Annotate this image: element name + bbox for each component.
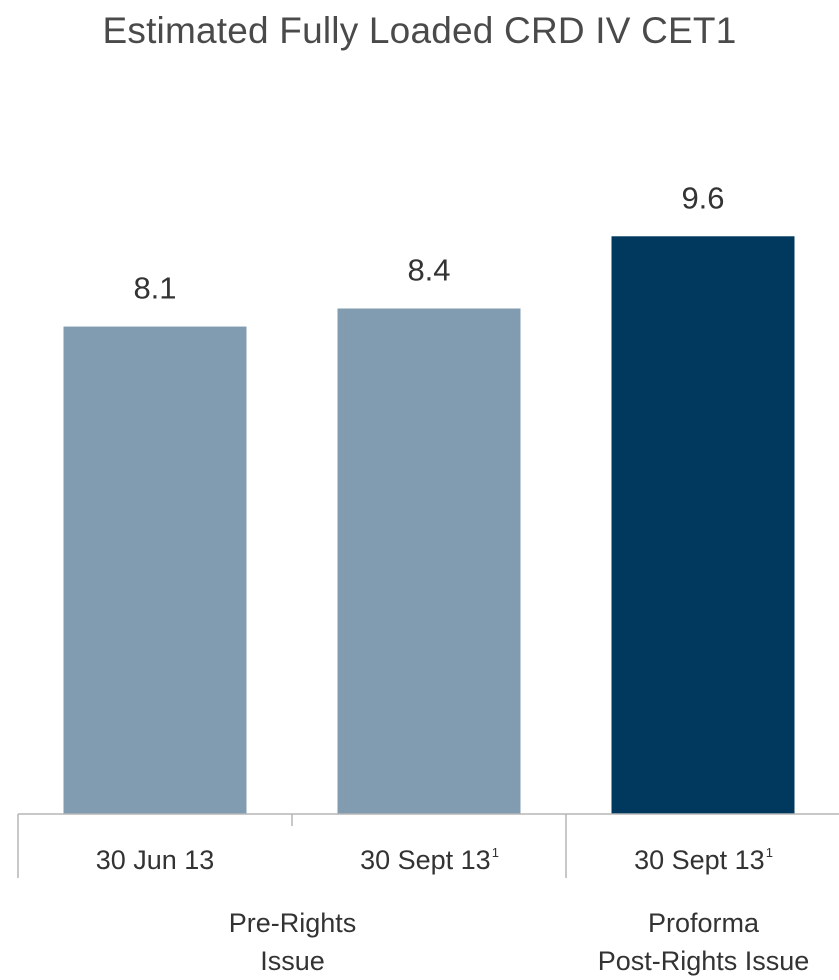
category-label: 30 Sept 131 bbox=[360, 845, 499, 875]
group-label-line: Issue bbox=[260, 946, 325, 976]
group-label-proforma: Proforma Post-Rights Issue bbox=[566, 904, 839, 980]
group-label-pre-rights: Pre-Rights Issue bbox=[155, 904, 430, 980]
group-label-line: Pre-Rights bbox=[228, 908, 357, 938]
group-label-line: Proforma bbox=[647, 908, 760, 938]
data-label: 8.1 bbox=[133, 271, 176, 306]
bar bbox=[337, 308, 521, 814]
data-label: 8.4 bbox=[407, 253, 450, 288]
chart-title: Estimated Fully Loaded CRD IV CET1 bbox=[102, 10, 737, 51]
bar bbox=[611, 236, 795, 815]
category-label: 30 Sept 131 bbox=[634, 845, 773, 875]
bar bbox=[63, 326, 247, 814]
group-label-line: Post-Rights Issue bbox=[597, 946, 810, 976]
data-label: 9.6 bbox=[681, 180, 724, 215]
category-label: 30 Jun 13 bbox=[95, 845, 215, 875]
